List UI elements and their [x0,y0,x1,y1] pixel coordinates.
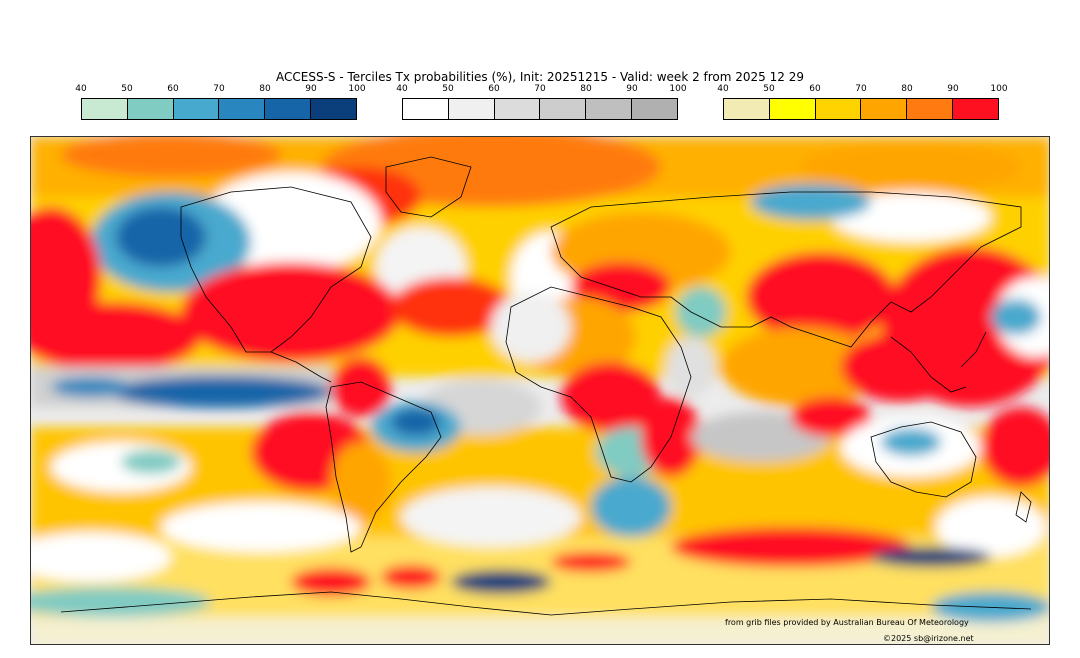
color-swatch [127,99,174,119]
tick-label: 100 [990,84,1008,94]
color-swatch [769,99,816,119]
color-swatch [861,99,908,119]
legend-normal-bar [402,98,678,120]
copyright: ©2025 sb@irizone.net [883,634,974,643]
color-swatch [403,99,449,119]
color-swatch [311,99,356,119]
tick-label: 90 [947,84,959,94]
color-swatch [82,99,128,119]
data-credit: from grib files provided by Australian B… [725,618,969,627]
map-title: ACCESS-S - Terciles Tx probabilities (%)… [276,70,804,84]
tick-label: 80 [259,84,271,94]
tick-label: 40 [75,84,87,94]
tick-label: 60 [809,84,821,94]
color-swatch [448,99,495,119]
color-swatch [265,99,312,119]
color-swatch [173,99,220,119]
legend-above: 40 50 60 70 80 90 100 [717,84,1008,120]
legend-above-ticks: 40 50 60 70 80 90 100 [717,84,1007,98]
tick-label: 90 [305,84,317,94]
tick-label: 50 [442,84,454,94]
color-swatch [494,99,541,119]
legend-normal-ticks: 40 50 60 70 80 90 100 [396,84,686,98]
coastlines [60,156,1032,616]
tick-label: 100 [348,84,366,94]
color-swatch [815,99,862,119]
color-swatch [219,99,266,119]
legend-above-bar [723,98,999,120]
legend-below-bar [81,98,357,120]
tick-label: 40 [717,84,729,94]
color-swatch [632,99,677,119]
probability-field [31,137,1049,644]
tick-label: 80 [901,84,913,94]
color-swatch [540,99,587,119]
tick-label: 80 [580,84,592,94]
tick-label: 50 [763,84,775,94]
tick-label: 90 [626,84,638,94]
color-swatch [953,99,998,119]
tick-label: 70 [213,84,225,94]
tick-label: 100 [669,84,687,94]
tick-label: 60 [488,84,500,94]
legend-below-ticks: 40 50 60 70 80 90 100 [75,84,365,98]
tick-label: 60 [167,84,179,94]
tick-label: 70 [534,84,546,94]
legend-below: 40 50 60 70 80 90 100 [75,84,366,120]
color-swatch [724,99,770,119]
color-swatch [586,99,633,119]
tick-label: 40 [396,84,408,94]
map-canvas [31,137,1049,644]
tick-label: 70 [855,84,867,94]
color-swatch [907,99,954,119]
legend-normal: 40 50 60 70 80 90 100 [396,84,687,120]
tick-label: 50 [121,84,133,94]
probability-map [30,136,1050,645]
